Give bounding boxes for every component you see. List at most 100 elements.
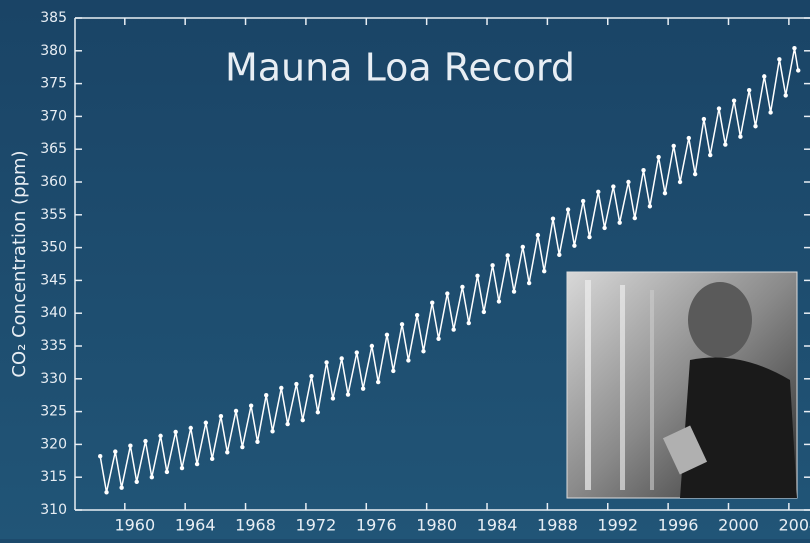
data-point: [677, 179, 683, 185]
y-tick-label: 345: [40, 272, 67, 288]
data-point: [511, 289, 517, 294]
data-point: [149, 475, 155, 480]
data-point: [557, 252, 562, 258]
data-point: [708, 152, 713, 158]
x-tick-label: 1992: [597, 516, 638, 535]
data-point: [451, 327, 456, 332]
data-point: [542, 269, 547, 274]
data-point: [768, 110, 773, 115]
y-tick-label: 370: [40, 108, 67, 124]
data-point: [656, 154, 661, 160]
x-tick-label: 2004: [779, 516, 810, 535]
data-point: [460, 284, 465, 290]
data-point: [128, 443, 133, 448]
data-point: [602, 225, 607, 231]
data-point: [746, 87, 752, 93]
x-tick-label: 1968: [235, 516, 276, 535]
data-point: [762, 74, 767, 79]
data-point: [626, 179, 631, 185]
data-point: [783, 93, 788, 98]
data-point: [406, 358, 411, 363]
data-point: [225, 450, 230, 455]
data-point: [611, 184, 616, 189]
data-point: [158, 433, 163, 439]
y-tick-label: 330: [40, 371, 67, 387]
data-point: [369, 343, 375, 349]
data-point: [490, 263, 495, 268]
data-point: [134, 479, 139, 484]
data-point: [376, 379, 381, 385]
data-point: [496, 299, 502, 304]
y-tick-label: 350: [40, 240, 67, 256]
data-point: [572, 243, 577, 248]
x-tick-label: 1960: [114, 516, 155, 535]
data-point: [647, 204, 653, 209]
data-point: [345, 392, 351, 397]
data-line: [99, 48, 799, 493]
photo: [566, 271, 798, 499]
data-point: [701, 116, 707, 122]
data-point: [264, 393, 269, 398]
y-tick-label: 360: [40, 174, 67, 190]
data-point: [104, 490, 109, 495]
data-point: [248, 403, 254, 408]
data-point: [796, 68, 801, 73]
data-point: [113, 449, 118, 454]
data-point: [354, 350, 359, 355]
y-tick-label: 335: [40, 338, 67, 354]
y-axis-label: CO₂ Concentration (ppm): [9, 150, 30, 377]
data-point: [414, 312, 420, 318]
x-tick-label: 1984: [477, 516, 518, 535]
data-point: [738, 134, 743, 139]
data-point: [481, 309, 487, 315]
y-tick-label: 320: [40, 436, 67, 452]
data-point: [632, 215, 637, 221]
data-point: [384, 332, 390, 338]
data-point: [194, 461, 200, 467]
x-tick-label: 2000: [718, 516, 759, 535]
data-point: [173, 429, 178, 435]
data-point: [430, 300, 435, 305]
data-point: [466, 320, 471, 326]
y-tick-label: 340: [40, 305, 67, 321]
data-point: [209, 456, 215, 462]
data-point: [255, 439, 260, 444]
data-point: [203, 420, 209, 425]
data-point: [285, 421, 290, 427]
data-point: [777, 57, 782, 62]
data-point: [587, 234, 592, 240]
data-point: [330, 396, 336, 401]
data-point: [580, 198, 586, 204]
data-point: [731, 98, 737, 103]
data-point: [360, 386, 366, 391]
data-point: [505, 253, 510, 258]
data-point: [596, 189, 601, 195]
data-point: [339, 356, 344, 361]
chart-title: Mauna Loa Record: [225, 46, 575, 90]
data-point: [565, 207, 571, 212]
data-point: [391, 368, 396, 374]
x-tick-label: 1972: [296, 516, 337, 535]
y-tick-label: 380: [40, 43, 67, 59]
y-tick-label: 365: [40, 141, 67, 157]
data-point: [294, 381, 299, 387]
x-tick-label: 1976: [356, 516, 397, 535]
x-tick-label: 1988: [537, 516, 578, 535]
data-point: [686, 135, 692, 141]
data-point: [98, 454, 103, 459]
data-point: [520, 244, 525, 250]
data-point: [723, 142, 728, 147]
data-point: [164, 469, 170, 475]
data-point: [421, 349, 426, 354]
x-tick-label: 1996: [658, 516, 699, 535]
data-point: [324, 360, 329, 365]
data-point: [240, 444, 245, 450]
data-point: [233, 408, 239, 414]
data-point: [792, 45, 797, 51]
y-tick-label: 385: [40, 10, 67, 26]
y-tick-label: 355: [40, 207, 67, 223]
data-point: [270, 429, 275, 434]
data-point: [671, 143, 676, 149]
data-point: [309, 373, 314, 379]
x-tick-label: 1980: [416, 516, 457, 535]
